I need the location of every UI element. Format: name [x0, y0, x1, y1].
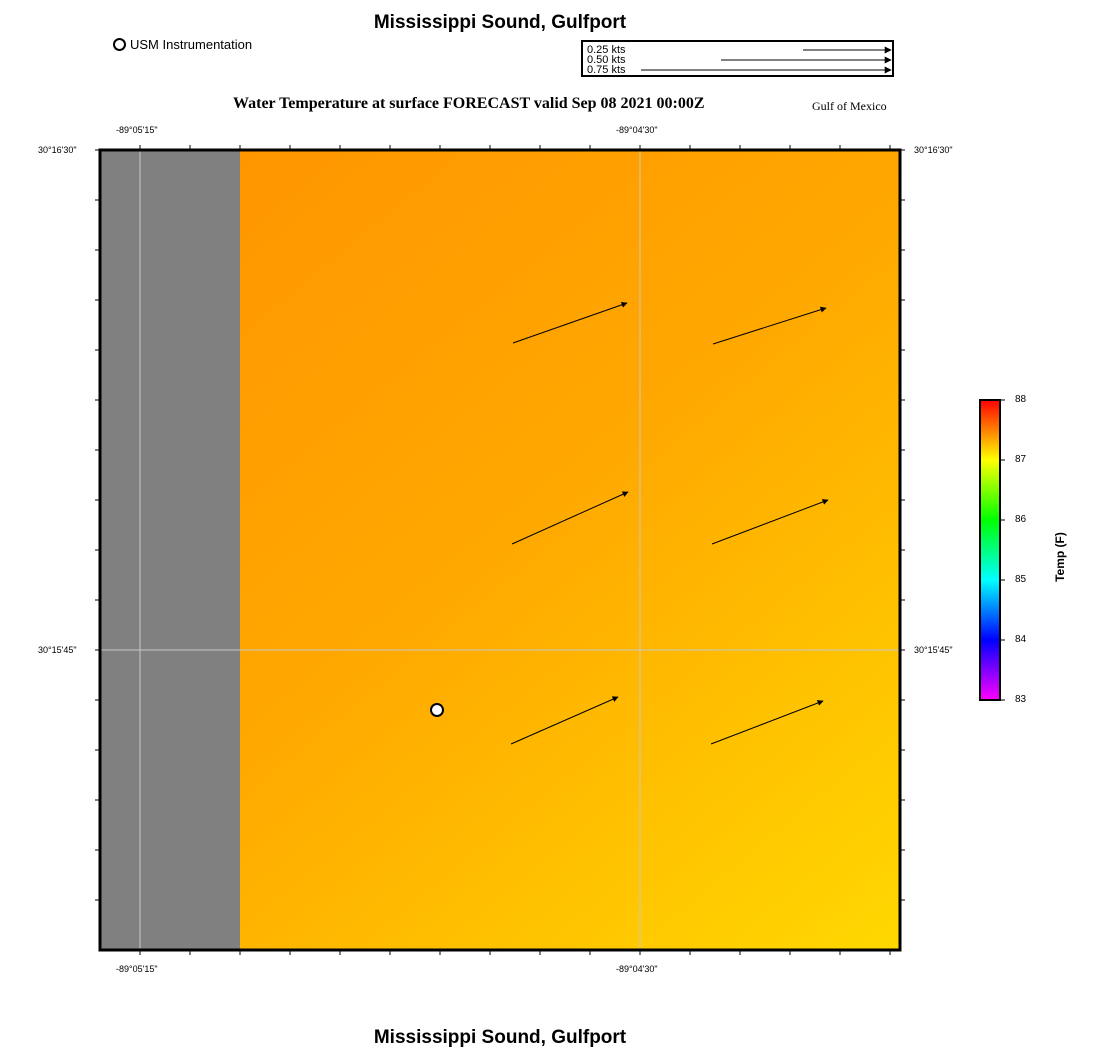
- scale-label-050: 0.50 kts: [587, 54, 626, 66]
- current-vector-w: [511, 491, 629, 545]
- map-subtitle: Water Temperature at surface FORECAST va…: [233, 95, 705, 112]
- colorbar-tick-86: 86: [1015, 514, 1027, 525]
- colorbar-gradient: [979, 399, 1001, 701]
- colorbar-title: Temp (F): [1053, 532, 1067, 582]
- colorbar-tick-83: 83: [1015, 694, 1027, 705]
- current-vector-sw: [510, 696, 619, 745]
- colorbar-tick-84: 84: [1015, 634, 1027, 645]
- colorbar-ticks: [1000, 399, 1005, 701]
- current-vector-nw: [512, 301, 628, 344]
- colorbar-tick-85: 85: [1015, 574, 1027, 585]
- scale-label-075: 0.75 kts: [587, 64, 626, 76]
- station-legend-label: USM Instrumentation: [130, 37, 253, 52]
- vector-scale-legend: 0.25 kts 0.50 kts 0.75 kts: [581, 40, 894, 77]
- map-ticks: [95, 145, 905, 955]
- lon-label-bottom-left: -89°05'15": [116, 964, 158, 974]
- colorbar-tick-88: 88: [1015, 394, 1027, 405]
- current-vector-ne: [712, 306, 827, 345]
- lon-label-top-right: -89°04'30": [616, 125, 658, 135]
- lat-label-right-top: 30°16'30": [914, 145, 953, 155]
- land-area: [100, 150, 240, 950]
- map-title: Mississippi Sound, Gulfport: [373, 12, 627, 33]
- current-vector-e: [711, 499, 829, 545]
- lon-label-bottom-right: -89°04'30": [616, 964, 658, 974]
- water-temperature-field: [240, 150, 900, 950]
- map-gridlines: [100, 150, 900, 950]
- station-marker-icon: [113, 38, 126, 51]
- lat-label-left-mid: 30°15'45": [38, 645, 77, 655]
- current-vector-se: [710, 700, 824, 745]
- footer-title: Mississippi Sound, Gulfport: [373, 1027, 627, 1048]
- usm-station-marker[interactable]: [430, 703, 444, 717]
- scale-label-025: 0.25 kts: [587, 44, 626, 56]
- lat-label-left-top: 30°16'30": [38, 145, 77, 155]
- station-legend: USM Instrumentation: [113, 37, 252, 52]
- lon-label-top-left: -89°05'15": [116, 125, 158, 135]
- region-label: Gulf of Mexico: [812, 99, 887, 113]
- colorbar-tick-87: 87: [1015, 454, 1027, 465]
- lat-label-right-mid: 30°15'45": [914, 645, 953, 655]
